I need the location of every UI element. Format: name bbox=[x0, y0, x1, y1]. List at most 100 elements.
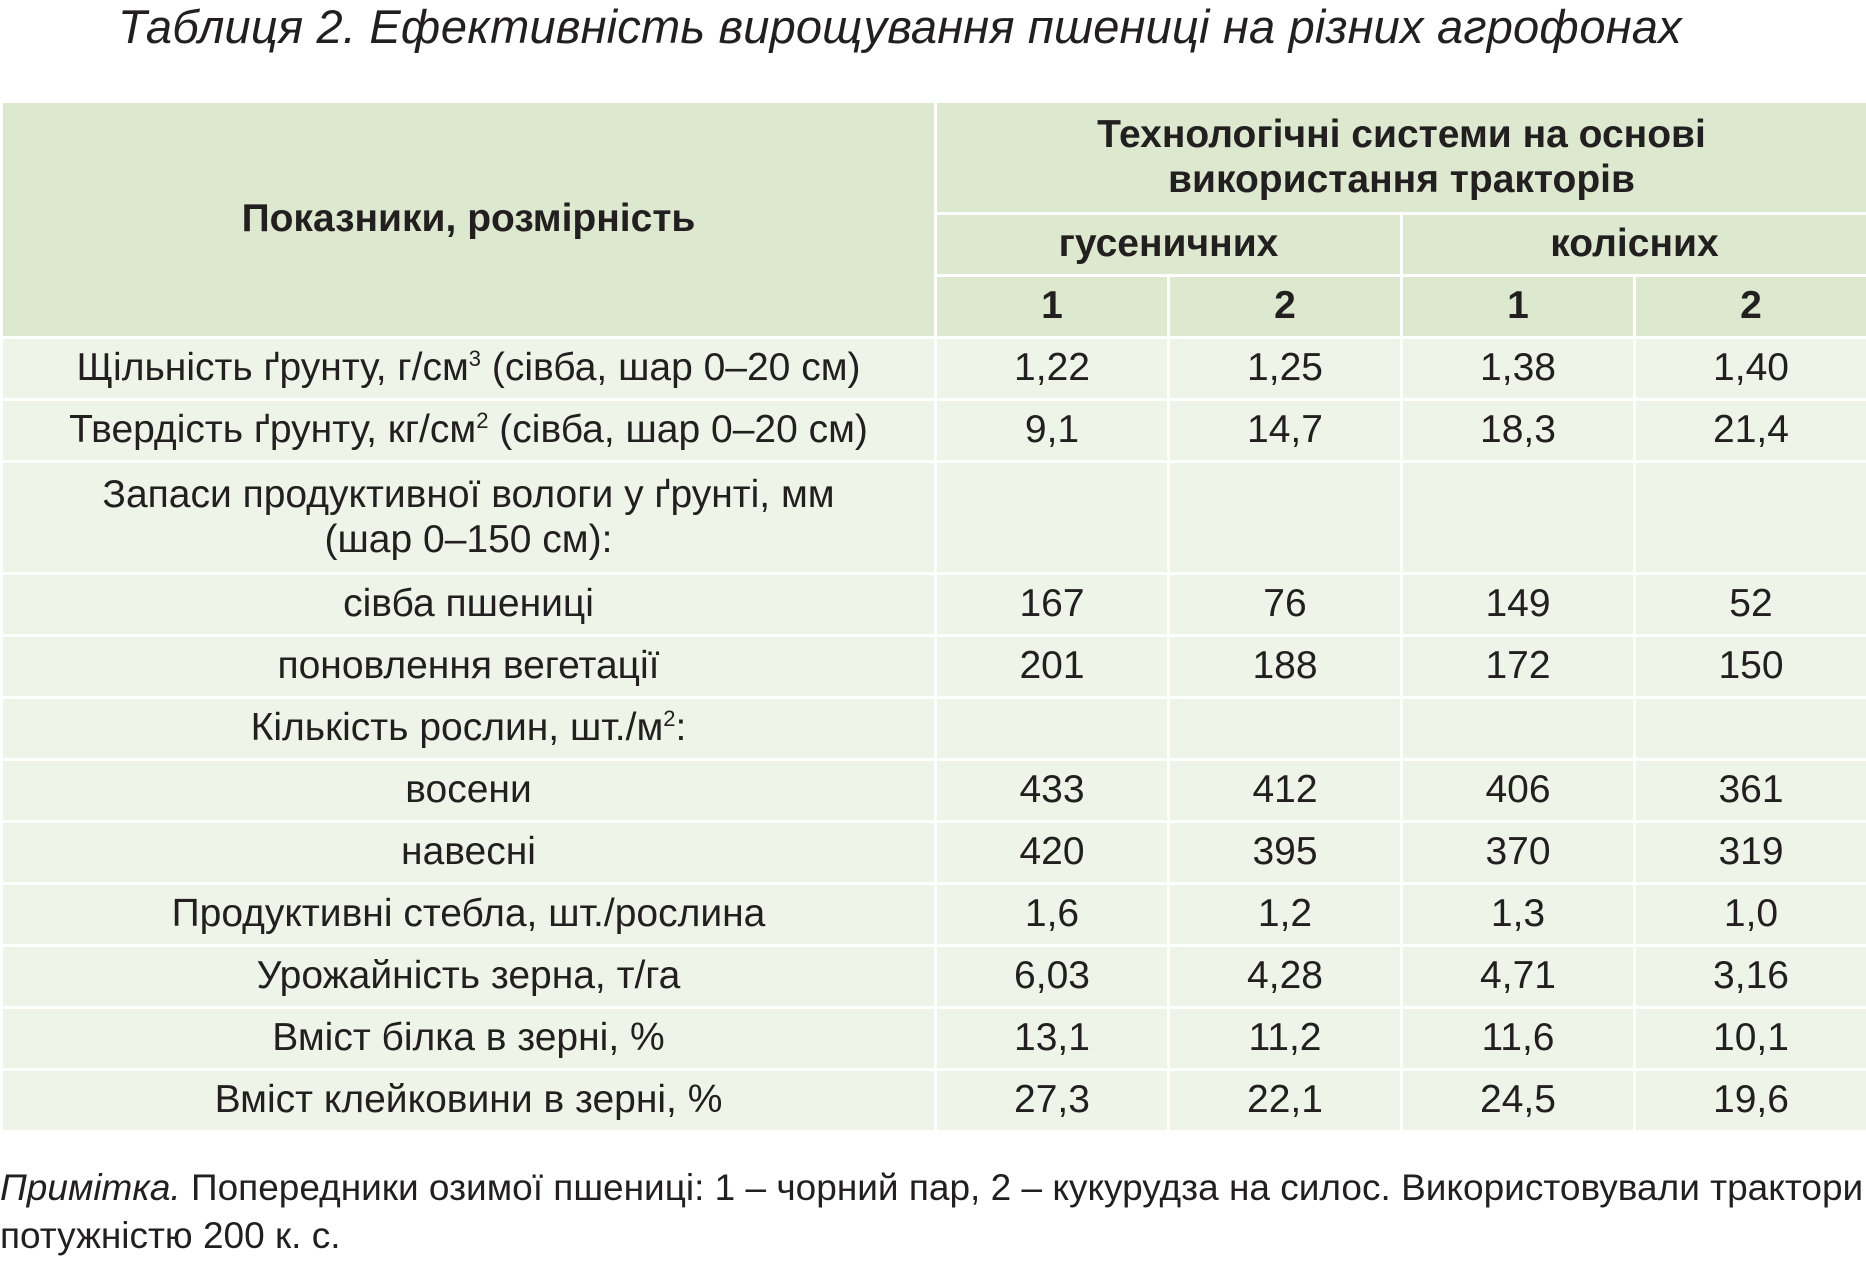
row-label-text: Щільність ґрунту, г/см bbox=[76, 346, 469, 390]
table-row: навесні 420 395 370 319 bbox=[0, 820, 1866, 885]
row-label-text: сівба пшениці bbox=[343, 582, 594, 626]
row-label-suffix: : bbox=[675, 706, 687, 750]
table-row: поновлення вегетації 201 188 172 150 bbox=[0, 634, 1866, 699]
value-cell: 27,3 bbox=[934, 1068, 1170, 1133]
value-cell bbox=[1633, 696, 1866, 761]
value-cell: 167 bbox=[934, 572, 1170, 637]
group-wheeled-header: колісних bbox=[1400, 212, 1866, 277]
row-label-text: Запаси продуктивної вологи у ґрунті, мм bbox=[102, 472, 835, 516]
table-title: Таблиця 2. Ефективність вирощування пшен… bbox=[118, 0, 1682, 53]
row-label: Твердість ґрунту, кг/см2 (сівба, шар 0–2… bbox=[0, 398, 937, 463]
value-cell: 19,6 bbox=[1633, 1068, 1866, 1133]
value-cell bbox=[1167, 460, 1403, 575]
row-label-text: навесні bbox=[401, 830, 536, 874]
table-row: Вміст білка в зерні, % 13,1 11,2 11,6 10,1 bbox=[0, 1006, 1866, 1071]
table-row: Кількість рослин, шт./м2: bbox=[0, 696, 1866, 761]
value-cell: 361 bbox=[1633, 758, 1866, 823]
value-cell: 24,5 bbox=[1400, 1068, 1636, 1133]
value-cell: 420 bbox=[934, 820, 1170, 885]
row-label-suffix: (сівба, шар 0–20 см) bbox=[488, 408, 868, 452]
value-cell: 3,16 bbox=[1633, 944, 1866, 1009]
row-label-line2: (шар 0–150 см): bbox=[324, 517, 613, 561]
systems-header-line1: Технологічні системи на основі bbox=[1097, 112, 1706, 156]
row-label: навесні bbox=[0, 820, 937, 885]
col-number: 2 bbox=[1633, 274, 1866, 339]
value-cell: 1,22 bbox=[934, 336, 1170, 401]
value-cell: 13,1 bbox=[934, 1006, 1170, 1071]
value-cell: 1,0 bbox=[1633, 882, 1866, 947]
value-cell: 1,25 bbox=[1167, 336, 1403, 401]
row-label-suffix: (сівба, шар 0–20 см) bbox=[481, 346, 861, 390]
value-cell bbox=[934, 696, 1170, 761]
row-label: Щільність ґрунту, г/см3 (сівба, шар 0–20… bbox=[0, 336, 937, 401]
value-cell: 18,3 bbox=[1400, 398, 1636, 463]
efficiency-table: Показники, розмірність Технологічні сист… bbox=[0, 100, 1866, 1133]
indicator-header: Показники, розмірність bbox=[0, 100, 937, 339]
row-label-text: Продуктивні стебла, шт./рослина bbox=[171, 892, 766, 936]
value-cell: 188 bbox=[1167, 634, 1403, 699]
value-cell: 6,03 bbox=[934, 944, 1170, 1009]
row-label: Кількість рослин, шт./м2: bbox=[0, 696, 937, 761]
value-cell bbox=[934, 460, 1170, 575]
col-number: 1 bbox=[1400, 274, 1636, 339]
value-cell: 150 bbox=[1633, 634, 1866, 699]
value-cell: 1,2 bbox=[1167, 882, 1403, 947]
table-row: Урожайність зерна, т/га 6,03 4,28 4,71 3,16 bbox=[0, 944, 1866, 1009]
value-cell: 10,1 bbox=[1633, 1006, 1866, 1071]
value-cell: 1,38 bbox=[1400, 336, 1636, 401]
value-cell: 172 bbox=[1400, 634, 1636, 699]
row-label-text: Кількість рослин, шт./м bbox=[250, 706, 664, 750]
row-label-superscript: 2 bbox=[663, 706, 676, 732]
value-cell: 201 bbox=[934, 634, 1170, 699]
value-cell: 406 bbox=[1400, 758, 1636, 823]
value-cell: 1,3 bbox=[1400, 882, 1636, 947]
row-label-text: Вміст клейковини в зерні, % bbox=[214, 1078, 723, 1122]
value-cell: 21,4 bbox=[1633, 398, 1866, 463]
table-row: сівба пшениці 167 76 149 52 bbox=[0, 572, 1866, 637]
row-label: восени bbox=[0, 758, 937, 823]
row-label-text: восени bbox=[405, 768, 532, 812]
row-label-text: Твердість ґрунту, кг/см bbox=[69, 408, 477, 452]
row-label: сівба пшениці bbox=[0, 572, 937, 637]
row-label: поновлення вегетації bbox=[0, 634, 937, 699]
value-cell bbox=[1633, 460, 1866, 575]
table-row: Продуктивні стебла, шт./рослина 1,6 1,2 1,3… bbox=[0, 882, 1866, 947]
value-cell: 395 bbox=[1167, 820, 1403, 885]
table-body: Щільність ґрунту, г/см3 (сівба, шар 0–20… bbox=[0, 336, 1866, 1133]
value-cell: 14,7 bbox=[1167, 398, 1403, 463]
header-row-groups: гусеничних колісних bbox=[2, 212, 1866, 277]
row-label-text: поновлення вегетації bbox=[277, 644, 660, 688]
table-row: Вміст клейковини в зерні, % 27,3 22,1 24,5 1… bbox=[0, 1068, 1866, 1133]
note-prefix: Примітка. bbox=[0, 1167, 181, 1208]
value-cell: 11,2 bbox=[1167, 1006, 1403, 1071]
group-tracked-header: гусеничних bbox=[934, 212, 1403, 277]
row-label: Урожайність зерна, т/га bbox=[0, 944, 937, 1009]
row-label-superscript: 3 bbox=[468, 346, 482, 372]
row-label-text: Урожайність зерна, т/га bbox=[256, 954, 681, 998]
header-row-systems: Показники, розмірність Технологічні сист… bbox=[0, 100, 1866, 339]
value-cell: 1,6 bbox=[934, 882, 1170, 947]
systems-header-line2: використання тракторів bbox=[1168, 157, 1635, 201]
value-cell: 149 bbox=[1400, 572, 1636, 637]
value-cell: 4,71 bbox=[1400, 944, 1636, 1009]
row-label: Вміст клейковини в зерні, % bbox=[0, 1068, 937, 1133]
value-cell: 11,6 bbox=[1400, 1006, 1636, 1071]
value-cell: 9,1 bbox=[934, 398, 1170, 463]
value-cell: 76 bbox=[1167, 572, 1403, 637]
value-cell: 22,1 bbox=[1167, 1068, 1403, 1133]
value-cell bbox=[1400, 696, 1636, 761]
row-label: Вміст білка в зерні, % bbox=[0, 1006, 937, 1071]
note-text: Попередники озимої пшениці: 1 – чорний п… bbox=[0, 1167, 1864, 1256]
table-row: Твердість ґрунту, кг/см2 (сівба, шар 0–2… bbox=[0, 398, 1866, 463]
row-label: Продуктивні стебла, шт./рослина bbox=[0, 882, 937, 947]
value-cell: 319 bbox=[1633, 820, 1866, 885]
value-cell: 4,28 bbox=[1167, 944, 1403, 1009]
value-cell: 433 bbox=[934, 758, 1170, 823]
table-row: Запаси продуктивної вологи у ґрунті, мм(… bbox=[0, 460, 1866, 575]
table-row: Щільність ґрунту, г/см3 (сівба, шар 0–20… bbox=[0, 336, 1866, 401]
header-row-numbers: 1 2 1 2 bbox=[2, 274, 1866, 339]
value-cell bbox=[1400, 460, 1636, 575]
row-label-superscript: 2 bbox=[476, 408, 489, 434]
table-note: Примітка. Попередники озимої пшениці: 1 … bbox=[0, 1164, 1866, 1260]
col-number: 1 bbox=[934, 274, 1170, 339]
